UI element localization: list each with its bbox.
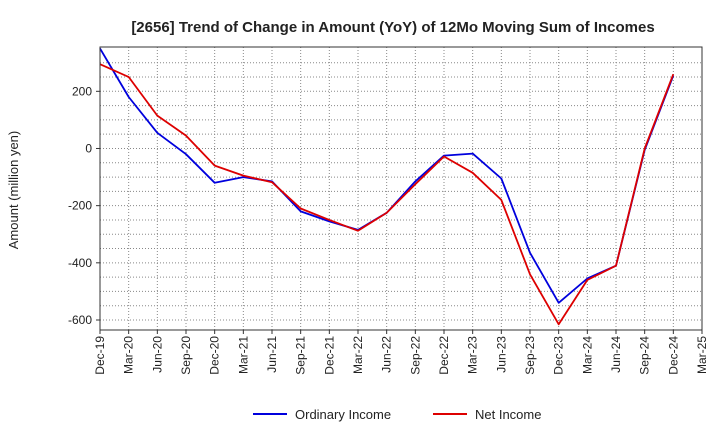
y-axis: 200 0 -200 -400 -600 (68, 84, 100, 327)
legend-label: Ordinary Income (295, 407, 391, 422)
y-tick-label: 0 (85, 141, 92, 155)
plot-frame (99, 46, 703, 331)
grid (100, 47, 702, 330)
x-tick-label: Jun-21 (265, 336, 279, 373)
x-tick-label: Jun-24 (609, 336, 623, 373)
x-tick-label: Dec-24 (666, 336, 680, 375)
x-tick-label: Sep-20 (179, 336, 193, 375)
x-tick-label: Sep-24 (638, 336, 652, 375)
x-tick-label: Dec-19 (93, 336, 107, 375)
x-tick-label: Mar-23 (466, 336, 480, 374)
y-axis-label: Amount (million yen) (6, 131, 21, 250)
y-tick-label: 200 (72, 84, 92, 98)
x-tick-label: Dec-22 (437, 336, 451, 375)
legend: Ordinary Income Net Income (253, 407, 541, 422)
x-tick-label: Jun-23 (494, 336, 508, 373)
x-tick-label: Dec-21 (322, 336, 336, 375)
x-tick-label: Dec-20 (208, 336, 222, 375)
legend-label: Net Income (475, 407, 541, 422)
series-line-net-income (99, 63, 675, 326)
x-tick-label: Sep-21 (294, 336, 308, 375)
x-tick-label: Mar-20 (122, 336, 136, 374)
x-tick-label: Jun-20 (150, 336, 164, 373)
chart-title: [2656] Trend of Change in Amount (YoY) o… (131, 19, 654, 36)
y-tick-label: -400 (68, 256, 92, 270)
x-tick-label: Mar-25 (695, 336, 709, 374)
y-tick-label: -600 (68, 313, 92, 327)
x-tick-label: Mar-22 (351, 336, 365, 374)
x-axis: Dec-19 Mar-20 Jun-20 Sep-20 Dec-20 Mar-21 Jun-… (93, 330, 709, 375)
x-tick-label: Dec-23 (552, 336, 566, 375)
series-group (99, 47, 675, 326)
x-tick-label: Jun-22 (380, 336, 394, 373)
x-tick-label: Mar-21 (236, 336, 250, 374)
x-tick-label: Mar-24 (580, 336, 594, 374)
x-tick-label: Sep-22 (408, 336, 422, 375)
y-tick-label: -200 (68, 199, 92, 213)
x-tick-label: Sep-23 (523, 336, 537, 375)
